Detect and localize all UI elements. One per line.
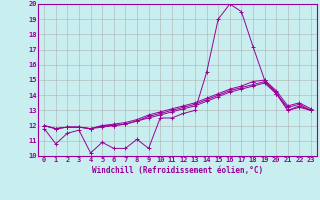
X-axis label: Windchill (Refroidissement éolien,°C): Windchill (Refroidissement éolien,°C) (92, 166, 263, 175)
